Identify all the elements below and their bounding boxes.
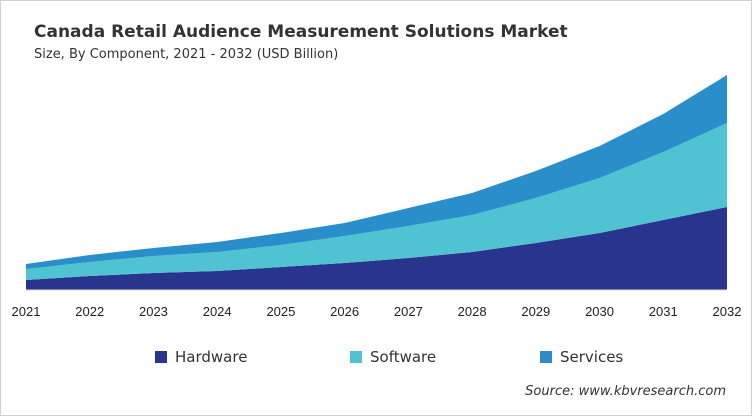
legend-swatch-software (350, 351, 362, 363)
x-tick-label: 2024 (203, 304, 232, 319)
x-tick-label: 2027 (394, 304, 423, 319)
legend-item-hardware: Hardware (155, 348, 247, 366)
legend-label: Software (370, 348, 437, 366)
chart-title: Canada Retail Audience Measurement Solut… (34, 22, 568, 42)
x-tick-label: 2021 (12, 304, 41, 319)
x-tick-label: 2025 (266, 304, 295, 319)
area-software (26, 123, 727, 280)
source-note: Source: www.kbvresearch.com (525, 384, 726, 399)
x-tick-label: 2026 (330, 304, 359, 319)
x-tick-label: 2032 (713, 304, 742, 319)
chart-subtitle: Size, By Component, 2021 - 2032 (USD Bil… (34, 47, 339, 62)
x-tick-label: 2022 (75, 304, 104, 319)
area-services (26, 75, 727, 269)
x-tick-label: 2031 (649, 304, 678, 319)
legend-label: Hardware (175, 348, 248, 366)
x-tick-label: 2029 (521, 304, 550, 319)
legend-label: Services (560, 348, 624, 366)
x-tick-label: 2023 (139, 304, 168, 319)
legend-item-services: Services (540, 348, 623, 366)
legend-swatch-hardware (155, 351, 167, 363)
legend-swatch-services (540, 351, 552, 363)
x-tick-label: 2030 (585, 304, 614, 319)
legend-item-software: Software (350, 348, 436, 366)
x-tick-label: 2028 (458, 304, 487, 319)
area-hardware (26, 207, 727, 290)
